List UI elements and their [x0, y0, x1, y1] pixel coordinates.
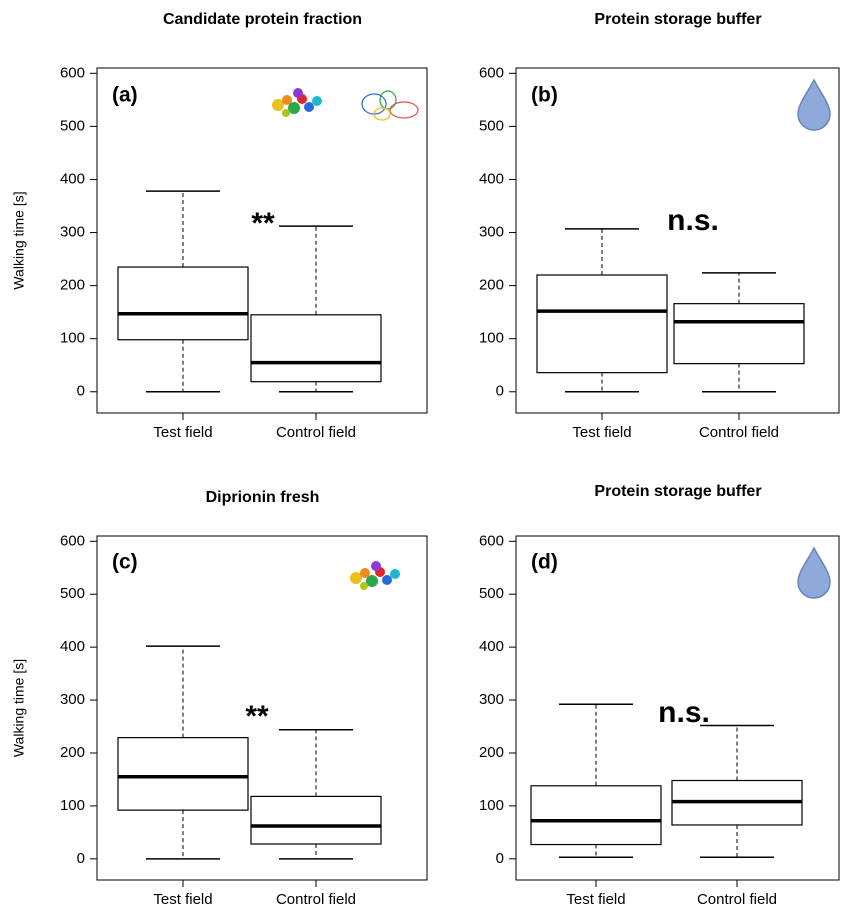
y-tick-label: 300 — [60, 224, 85, 241]
y-tick-label: 400 — [479, 638, 504, 655]
y-tick-label: 100 — [479, 330, 504, 347]
x-tick-label: Test field — [153, 424, 212, 441]
significance: n.s. — [667, 204, 719, 237]
y-tick-label: 0 — [77, 850, 85, 867]
panel-label: (c) — [112, 551, 138, 574]
protein-icon — [350, 561, 400, 590]
x-tick-label: Test field — [153, 891, 212, 908]
panel: Protein storage buffer 0 100 200 300 400 500 60… — [479, 11, 840, 441]
y-tick-label: 300 — [479, 224, 504, 241]
y-tick-label: 500 — [479, 585, 504, 602]
panel: Protein storage buffer 0 100 200 300 400 500 60… — [479, 483, 840, 908]
plot-frame — [515, 535, 840, 881]
box — [117, 737, 249, 811]
y-tick-label: 200 — [60, 277, 85, 294]
x-tick-label: Control field — [276, 424, 356, 441]
significance: n.s. — [658, 696, 710, 729]
y-tick-label: 400 — [479, 170, 504, 187]
y-tick-label: 600 — [479, 532, 504, 549]
panel-label: (d) — [531, 551, 558, 574]
box — [250, 795, 382, 845]
y-tick-label: 300 — [60, 691, 85, 708]
protein-outline-icon — [361, 90, 419, 121]
x-tick-label: Control field — [276, 891, 356, 908]
y-tick-label: 400 — [60, 638, 85, 655]
x-tick-label: Test field — [572, 424, 631, 441]
box — [673, 303, 805, 365]
y-tick-label: 500 — [60, 585, 85, 602]
panel-title: Diprionin fresh — [206, 489, 320, 506]
y-tick-label: 600 — [60, 532, 85, 549]
y-tick-label: 200 — [60, 744, 85, 761]
significance: ** — [251, 207, 275, 240]
plot-frame — [96, 535, 428, 881]
y-tick-label: 0 — [496, 383, 504, 400]
panel-title: Candidate protein fraction — [163, 11, 362, 28]
panel: Candidate protein fraction 0 100 200 300 400 5… — [11, 11, 428, 441]
y-tick-label: 200 — [479, 277, 504, 294]
y-axis-label: Walking time [s] — [11, 659, 27, 757]
plot-frame — [96, 67, 428, 414]
x-tick-label: Test field — [566, 891, 625, 908]
significance: ** — [245, 700, 269, 733]
y-tick-label: 400 — [60, 170, 85, 187]
box — [250, 314, 382, 383]
y-tick-label: 0 — [77, 383, 85, 400]
panel-label: (b) — [531, 84, 558, 107]
box — [536, 274, 668, 374]
y-tick-label: 100 — [479, 797, 504, 814]
buffer-icon — [797, 547, 831, 599]
panel-label: (a) — [112, 84, 138, 107]
x-tick-label: Control field — [697, 891, 777, 908]
box — [530, 785, 662, 846]
protein-icon — [272, 88, 322, 117]
y-axis-label: Walking time [s] — [11, 191, 27, 289]
panel-title: Protein storage buffer — [594, 11, 761, 28]
plot-frame — [515, 67, 840, 414]
y-tick-label: 600 — [60, 64, 85, 81]
box — [117, 266, 249, 341]
y-tick-label: 300 — [479, 691, 504, 708]
y-tick-label: 500 — [60, 117, 85, 134]
y-tick-label: 100 — [60, 797, 85, 814]
y-tick-label: 0 — [496, 850, 504, 867]
x-tick-label: Control field — [699, 424, 779, 441]
y-tick-label: 500 — [479, 117, 504, 134]
y-tick-label: 100 — [60, 330, 85, 347]
panel-title: Protein storage buffer — [594, 483, 761, 500]
panel: Diprionin fresh 0 100 200 300 400 500 600 Walkin… — [11, 489, 428, 908]
buffer-icon — [797, 79, 831, 131]
y-tick-label: 200 — [479, 744, 504, 761]
y-tick-label: 600 — [479, 64, 504, 81]
